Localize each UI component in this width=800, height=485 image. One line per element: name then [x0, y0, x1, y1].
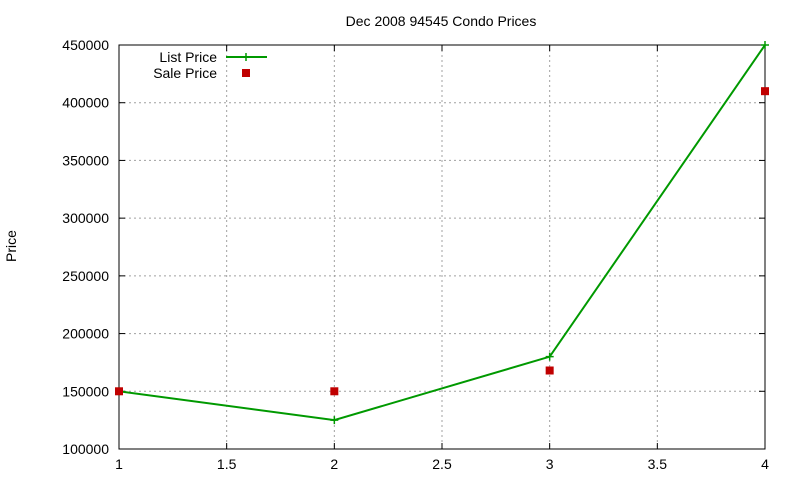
- sale-price-point: [115, 387, 123, 396]
- axis-layer: 1 1.5 2 2.5 3 3.5 4 100000 150000 200000 250000 300…: [62, 37, 769, 472]
- sale-price-point: [761, 87, 769, 96]
- list-price-point: [761, 41, 769, 49]
- x-tick-label: 1.5: [217, 456, 237, 472]
- y-tick-label: 200000: [62, 326, 109, 342]
- x-tick-label: 3: [546, 456, 554, 472]
- series-layer: [115, 41, 769, 425]
- x-tick-label: 3.5: [648, 456, 668, 472]
- list-price-line: [118, 44, 766, 422]
- list-price-point: [545, 352, 554, 361]
- y-tick-label: 250000: [62, 268, 109, 284]
- x-tick-label: 2: [330, 456, 338, 472]
- y-tick-label: 150000: [62, 383, 109, 399]
- x-tick-label: 4: [761, 456, 769, 472]
- sale-price-point: [545, 366, 554, 375]
- x-tick-label: 2.5: [432, 456, 452, 472]
- list-price-legend-label: List Price: [159, 49, 217, 65]
- sale-price-legend-marker: [242, 69, 250, 77]
- y-tick-label: 100000: [62, 441, 109, 457]
- sale-price-point: [330, 387, 339, 396]
- x-tick-label: 1: [115, 456, 123, 472]
- y-tick-label: 350000: [62, 152, 109, 168]
- grid-layer: [119, 45, 765, 449]
- sale-price-legend-label: Sale Price: [153, 65, 217, 81]
- chart-title: Dec 2008 94545 Condo Prices: [346, 13, 537, 29]
- list-price-legend-marker: [242, 53, 250, 61]
- y-tick-label: 300000: [62, 210, 109, 226]
- y-tick-label: 450000: [62, 37, 109, 53]
- y-axis-label: Price: [3, 230, 19, 262]
- list-price-point: [330, 416, 339, 425]
- sale-price-series: [115, 87, 769, 396]
- y-tick-label: 400000: [62, 95, 109, 111]
